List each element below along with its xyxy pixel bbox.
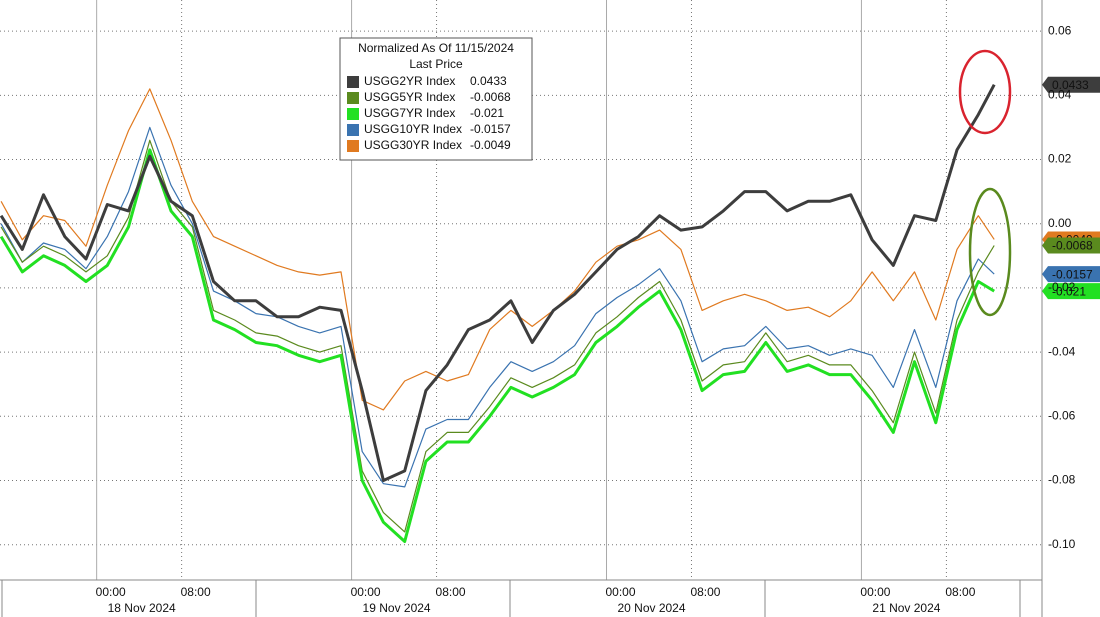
x-tick-label: 00:00 — [351, 585, 381, 599]
y-tick-label: -0.02 — [1048, 280, 1076, 294]
legend-label: USGG10YR Index — [364, 122, 462, 136]
last-price-label: 0.0433 — [1052, 78, 1089, 92]
last-price-tag — [1042, 237, 1100, 254]
x-tick-label: 08:00 — [436, 585, 466, 599]
legend-label: USGG2YR Index — [364, 74, 455, 88]
y-tick-label: -0.10 — [1048, 537, 1076, 551]
y-tick-label: -0.08 — [1048, 473, 1076, 487]
date-label: 18 Nov 2024 — [108, 601, 176, 615]
series-line — [0, 83, 996, 482]
legend-label: USGG30YR Index — [364, 138, 462, 152]
legend-value: -0.0049 — [470, 138, 511, 152]
x-tick-label: 00:00 — [96, 585, 126, 599]
legend-value: -0.0068 — [470, 90, 511, 104]
legend-swatch — [347, 140, 359, 152]
y-tick-label: 0.00 — [1048, 216, 1072, 230]
y-tick-label: -0.06 — [1048, 408, 1076, 422]
legend-value: 0.0433 — [470, 74, 507, 88]
highlight-ellipse — [958, 49, 1012, 135]
last-price-tag — [1042, 266, 1100, 283]
x-tick-label: 00:00 — [860, 585, 890, 599]
legend-value: -0.021 — [470, 106, 504, 120]
date-label: 20 Nov 2024 — [617, 601, 685, 615]
last-price-label: -0.0068 — [1052, 239, 1093, 253]
series-line — [0, 126, 995, 488]
date-label: 21 Nov 2024 — [872, 601, 940, 615]
legend-swatch — [347, 92, 359, 104]
last-price-label: -0.021 — [1052, 284, 1086, 298]
y-tick-label: 0.06 — [1048, 23, 1072, 37]
legend-label: USGG5YR Index — [364, 90, 455, 104]
x-tick-label: 08:00 — [945, 585, 975, 599]
plot — [0, 83, 996, 543]
series-line — [0, 148, 995, 543]
legend-subtitle: Last Price — [409, 57, 463, 71]
series-line — [0, 88, 995, 411]
legend-swatch — [347, 124, 359, 136]
legend-label: USGG7YR Index — [364, 106, 455, 120]
x-tick-label: 00:00 — [605, 585, 635, 599]
y-tick-label: 0.04 — [1048, 88, 1072, 102]
legend-title: Normalized As Of 11/15/2024 — [358, 41, 514, 55]
y-tick-label: 0.02 — [1048, 152, 1072, 166]
last-price-tag — [1042, 76, 1100, 93]
last-price-tag — [1042, 283, 1100, 300]
legend-swatch — [347, 108, 359, 120]
legend: Normalized As Of 11/15/2024 Last Price U… — [339, 37, 533, 161]
highlight-ellipse — [968, 187, 1012, 317]
legend-value: -0.0157 — [470, 122, 511, 136]
x-tick-label: 08:00 — [181, 585, 211, 599]
y-tick-label: -0.04 — [1048, 344, 1076, 358]
legend-box — [339, 37, 533, 161]
x-tick-label: 08:00 — [690, 585, 720, 599]
legend-swatch — [347, 76, 359, 88]
last-price-label: -0.0157 — [1052, 267, 1093, 281]
date-label: 19 Nov 2024 — [363, 601, 431, 615]
